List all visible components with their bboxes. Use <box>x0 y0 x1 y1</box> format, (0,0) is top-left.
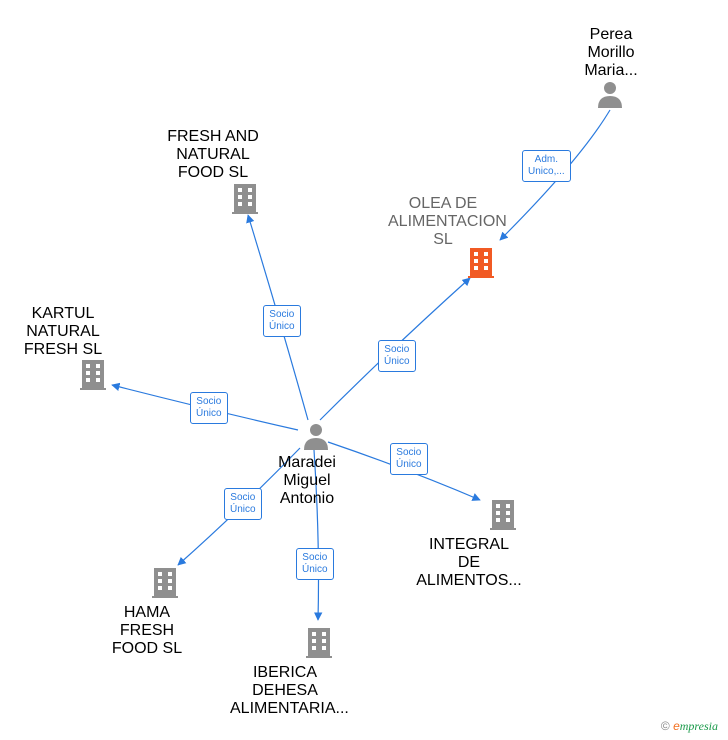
edge-label: SocioÚnico <box>390 443 428 475</box>
network-diagram: Adm.Unico,... SocioÚnico SocioÚnico SocioÚn… <box>0 0 728 740</box>
copyright-symbol: © <box>661 719 670 733</box>
edge-label: Adm.Unico,... <box>522 150 571 182</box>
edge-label: SocioÚnico <box>378 340 416 372</box>
node-label: HAMAFRESHFOOD SL <box>92 604 202 658</box>
brand-first-letter: e <box>673 719 680 733</box>
edge-label: SocioÚnico <box>263 305 301 337</box>
node-label: FRESH ANDNATURALFOOD SL <box>158 128 268 182</box>
node-label: INTEGRALDEALIMENTOS... <box>414 536 524 590</box>
brand-rest: mpresia <box>680 719 718 733</box>
edge-label: SocioÚnico <box>296 548 334 580</box>
node-label: OLEA DEALIMENTACIONSL <box>388 195 498 249</box>
node-label: KARTULNATURALFRESH SL <box>8 305 118 359</box>
edge-label: SocioÚnico <box>190 392 228 424</box>
watermark: © empresia <box>661 719 718 734</box>
node-label: PereaMorilloMaria... <box>556 26 666 80</box>
node-label: MaradeiMiguelAntonio <box>252 454 362 508</box>
node-label: IBERICADEHESAALIMENTARIA... <box>230 664 340 718</box>
